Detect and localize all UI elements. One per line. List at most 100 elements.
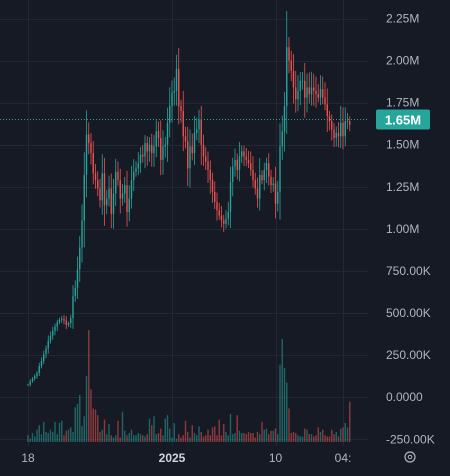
volume-bar (277, 434, 279, 442)
candle-body (324, 97, 326, 105)
candle-body (126, 185, 128, 213)
candle-body (117, 171, 119, 181)
candle-body (200, 119, 202, 145)
volume-bar (124, 430, 126, 442)
candle-body (218, 210, 220, 216)
candle-body (103, 173, 106, 206)
volume-bar (178, 434, 180, 442)
volume-bar (214, 426, 216, 442)
y-tick-label: 250.00K (386, 348, 431, 362)
candle-body (328, 116, 331, 122)
gear-icon[interactable] (404, 451, 416, 463)
candle-body (151, 144, 153, 154)
volume-bar (128, 433, 130, 442)
volume-bar (155, 434, 157, 442)
candle-body (79, 247, 81, 270)
candle-body (157, 131, 160, 139)
candle-body (279, 146, 281, 192)
candle-body (142, 154, 144, 157)
candle-body (254, 180, 256, 189)
x-tick-label: 10 (269, 451, 283, 465)
candle-body (299, 80, 301, 91)
settings-button[interactable] (404, 451, 416, 463)
volume-bar (304, 428, 306, 442)
candle-body (250, 163, 252, 170)
candle-body (220, 215, 223, 221)
candle-body (155, 131, 157, 147)
candle-body (133, 171, 135, 181)
candle-body (308, 87, 310, 95)
candle-body (211, 180, 214, 192)
volume-bar (169, 428, 171, 442)
volume-bar (106, 434, 108, 442)
candle-body (301, 80, 304, 82)
volume-bar (211, 427, 214, 442)
candle-body (63, 318, 65, 321)
volume-bar (286, 382, 288, 442)
y-tick-label: 1.75M (386, 96, 419, 110)
volume-bar (142, 435, 144, 442)
volume-bar (126, 435, 128, 442)
candles (27, 10, 351, 387)
candle-body (319, 89, 322, 98)
candle-body (191, 146, 193, 154)
time-axis[interactable]: 18 2025 10 04: (21, 451, 351, 465)
volume-bar (319, 431, 322, 442)
candle-body (74, 287, 76, 297)
candle-body (137, 163, 139, 169)
volume-bar (67, 429, 70, 442)
candle-body (292, 70, 295, 88)
volume-bar (326, 436, 328, 442)
candle-body (263, 169, 265, 181)
volume-bar (85, 375, 88, 442)
plot-area[interactable] (0, 0, 368, 446)
volume-bar (218, 419, 220, 442)
volume-bar (259, 434, 261, 442)
candle-body (124, 185, 126, 194)
candle-body (139, 154, 142, 164)
volume-bar (70, 427, 72, 442)
candle-body (245, 156, 247, 160)
volume-bar (34, 436, 36, 442)
volume-bar (112, 437, 115, 442)
candle-body (202, 144, 205, 157)
candle-body (135, 168, 137, 172)
volume-bar (220, 435, 223, 442)
volume-bar (133, 435, 135, 442)
volume-bar (153, 416, 155, 442)
volume-bar (162, 435, 164, 442)
volume-bar (317, 427, 319, 442)
volume-bar (31, 433, 34, 442)
volume-bar (103, 419, 106, 442)
volume-bar (297, 435, 299, 442)
candle-body (209, 169, 211, 181)
candle-body (171, 92, 173, 107)
candle-body (229, 181, 232, 213)
volume-bar (232, 434, 234, 442)
volume-bar (344, 422, 346, 442)
volume-bar (47, 433, 49, 442)
candle-body (223, 220, 225, 224)
candle-body (67, 323, 70, 325)
volume-bar (299, 436, 301, 442)
volume-bar (283, 368, 286, 442)
volume-bar (346, 427, 349, 442)
volume-bar (191, 425, 193, 442)
volume-bar (313, 436, 315, 442)
volume-bar (310, 434, 313, 442)
volume-bar (265, 428, 268, 442)
candle-body (175, 69, 178, 91)
y-tick-label: 1.50M (386, 138, 419, 152)
candle-body (72, 296, 74, 319)
candle-body (38, 366, 40, 373)
candle-body (238, 156, 241, 170)
candle-body (148, 144, 151, 152)
volume-bar (108, 424, 110, 442)
volume-bar (331, 429, 333, 442)
price-axis[interactable]: 2.25M 2.00M 1.75M 1.50M 1.25M 1.00M 750.00K 500… (386, 12, 435, 447)
candle-body (49, 335, 52, 341)
volume-bar (144, 436, 146, 442)
candle-body (214, 191, 216, 202)
volume-bar (272, 430, 274, 442)
